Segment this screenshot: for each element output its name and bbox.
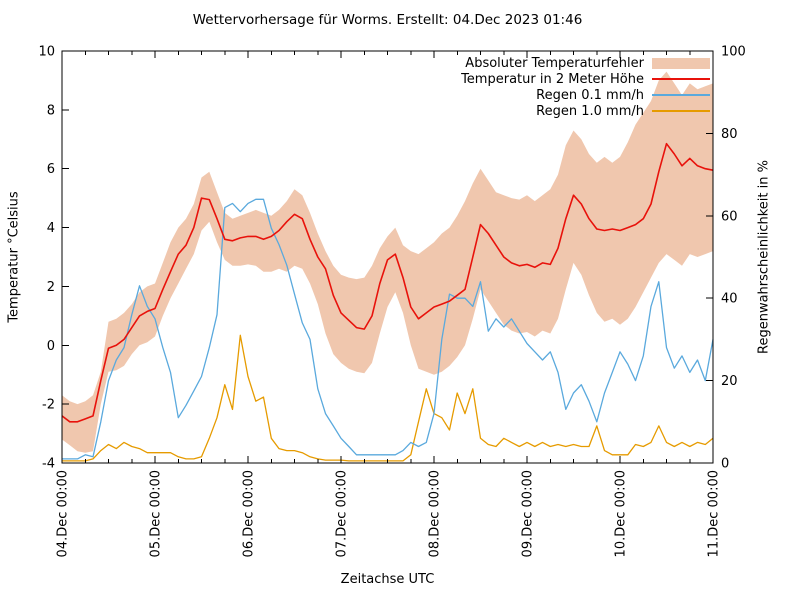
y-axis-left-tick-label: -4 [42, 457, 55, 472]
y-axis-right-tick-label: 0 [721, 457, 729, 472]
rain-10-line [62, 334, 714, 462]
legend-item-error-band: Absoluter Temperaturfehler [461, 55, 710, 71]
legend-item-temperature: Temperatur in 2 Meter Höhe [461, 71, 710, 87]
temperature-line-swatch [652, 78, 710, 80]
legend-label-error-band: Absoluter Temperaturfehler [465, 55, 644, 71]
chart-title: Wettervorhersage für Worms. Erstellt: 04… [192, 12, 583, 28]
legend-label-temperature: Temperatur in 2 Meter Höhe [461, 71, 644, 87]
x-axis-tick-label: 05.Dec 00:00 [149, 470, 164, 557]
y-axis-left-tick-label: -2 [42, 398, 55, 413]
legend: Absoluter Temperaturfehler Temperatur in… [461, 55, 710, 119]
y-axis-left-tick-label: 0 [47, 339, 55, 354]
x-axis-tick-label: 06.Dec 00:00 [242, 470, 257, 557]
x-axis-tick-label: 11.Dec 00:00 [707, 470, 722, 557]
x-axis-tick-label: 09.Dec 00:00 [521, 470, 536, 557]
rain-01-line-swatch [652, 94, 710, 96]
right-axis-title: Regenwahrscheinlichkeit in % [756, 160, 772, 354]
left-axis-title: Temperatur °Celsius [6, 191, 22, 323]
x-axis-tick-label: 10.Dec 00:00 [614, 470, 629, 557]
rain-01-line [62, 198, 714, 460]
legend-item-rain-01: Regen 0.1 mm/h [461, 87, 710, 103]
x-axis-tick-label: 04.Dec 00:00 [56, 470, 71, 557]
y-axis-right-tick-label: 40 [721, 292, 738, 307]
legend-label-rain-01: Regen 0.1 mm/h [536, 87, 644, 103]
legend-label-rain-10: Regen 1.0 mm/h [536, 103, 644, 119]
y-axis-left-tick-label: 10 [38, 45, 55, 60]
error-band-swatch [652, 57, 710, 69]
y-axis-left-tick-label: 2 [47, 280, 55, 295]
y-axis-left-tick-label: 4 [47, 221, 55, 236]
x-axis-title: Zeitachse UTC [340, 572, 435, 587]
x-axis-tick-label: 08.Dec 00:00 [428, 470, 443, 557]
x-axis-tick-label: 07.Dec 00:00 [335, 470, 350, 557]
legend-item-rain-10: Regen 1.0 mm/h [461, 103, 710, 119]
rain-10-line-swatch [652, 110, 710, 112]
y-axis-right-tick-label: 80 [721, 127, 738, 142]
y-axis-right-tick-label: 20 [721, 374, 738, 389]
y-axis-right-tick-label: 60 [721, 209, 738, 224]
y-axis-left-tick-label: 6 [47, 162, 55, 177]
y-axis-right-tick-label: 100 [721, 45, 746, 60]
temperature-line [61, 142, 714, 423]
y-axis-left-tick-label: 8 [47, 103, 55, 118]
